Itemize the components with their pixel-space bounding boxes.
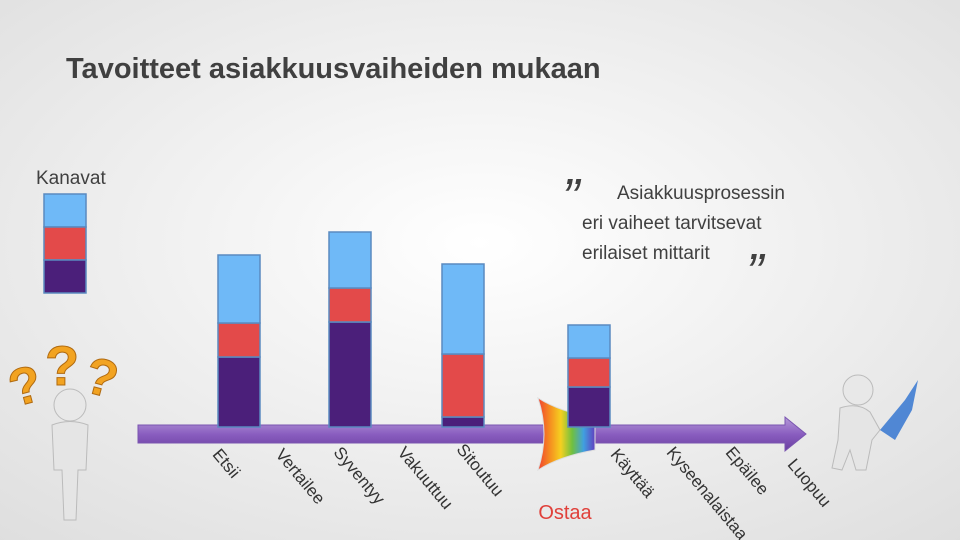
quote-mark: ” xyxy=(746,244,766,302)
bar-segment xyxy=(567,386,611,428)
bar-segment xyxy=(567,324,611,359)
purchase-label: Ostaa xyxy=(538,502,592,524)
legend-swatch xyxy=(43,193,87,228)
bar-segment xyxy=(217,356,261,428)
legend-title: Kanavat xyxy=(36,168,106,189)
bar-segment xyxy=(567,357,611,388)
svg-text:?: ? xyxy=(45,334,79,397)
legend-swatch xyxy=(43,226,87,261)
bar-segment xyxy=(328,287,372,323)
bar-segment xyxy=(217,322,261,358)
throwing-figure xyxy=(831,374,918,471)
quote-line: eri vaiheet tarvitsevat xyxy=(582,213,762,234)
bar-segment xyxy=(328,231,372,289)
bar-segment xyxy=(441,416,485,428)
bar-segment xyxy=(217,254,261,324)
legend-swatch xyxy=(43,259,87,294)
title: Tavoitteet asiakkuusvaiheiden mukaan xyxy=(66,53,601,85)
quote-line: Asiakkuusprosessin xyxy=(617,183,785,204)
bar-segment xyxy=(441,263,485,355)
quote-line: erilaiset mittarit xyxy=(582,243,710,264)
quote-mark: ” xyxy=(562,169,582,227)
timeline-arrow xyxy=(137,415,807,453)
bar-segment xyxy=(441,353,485,418)
bar-segment xyxy=(328,321,372,428)
